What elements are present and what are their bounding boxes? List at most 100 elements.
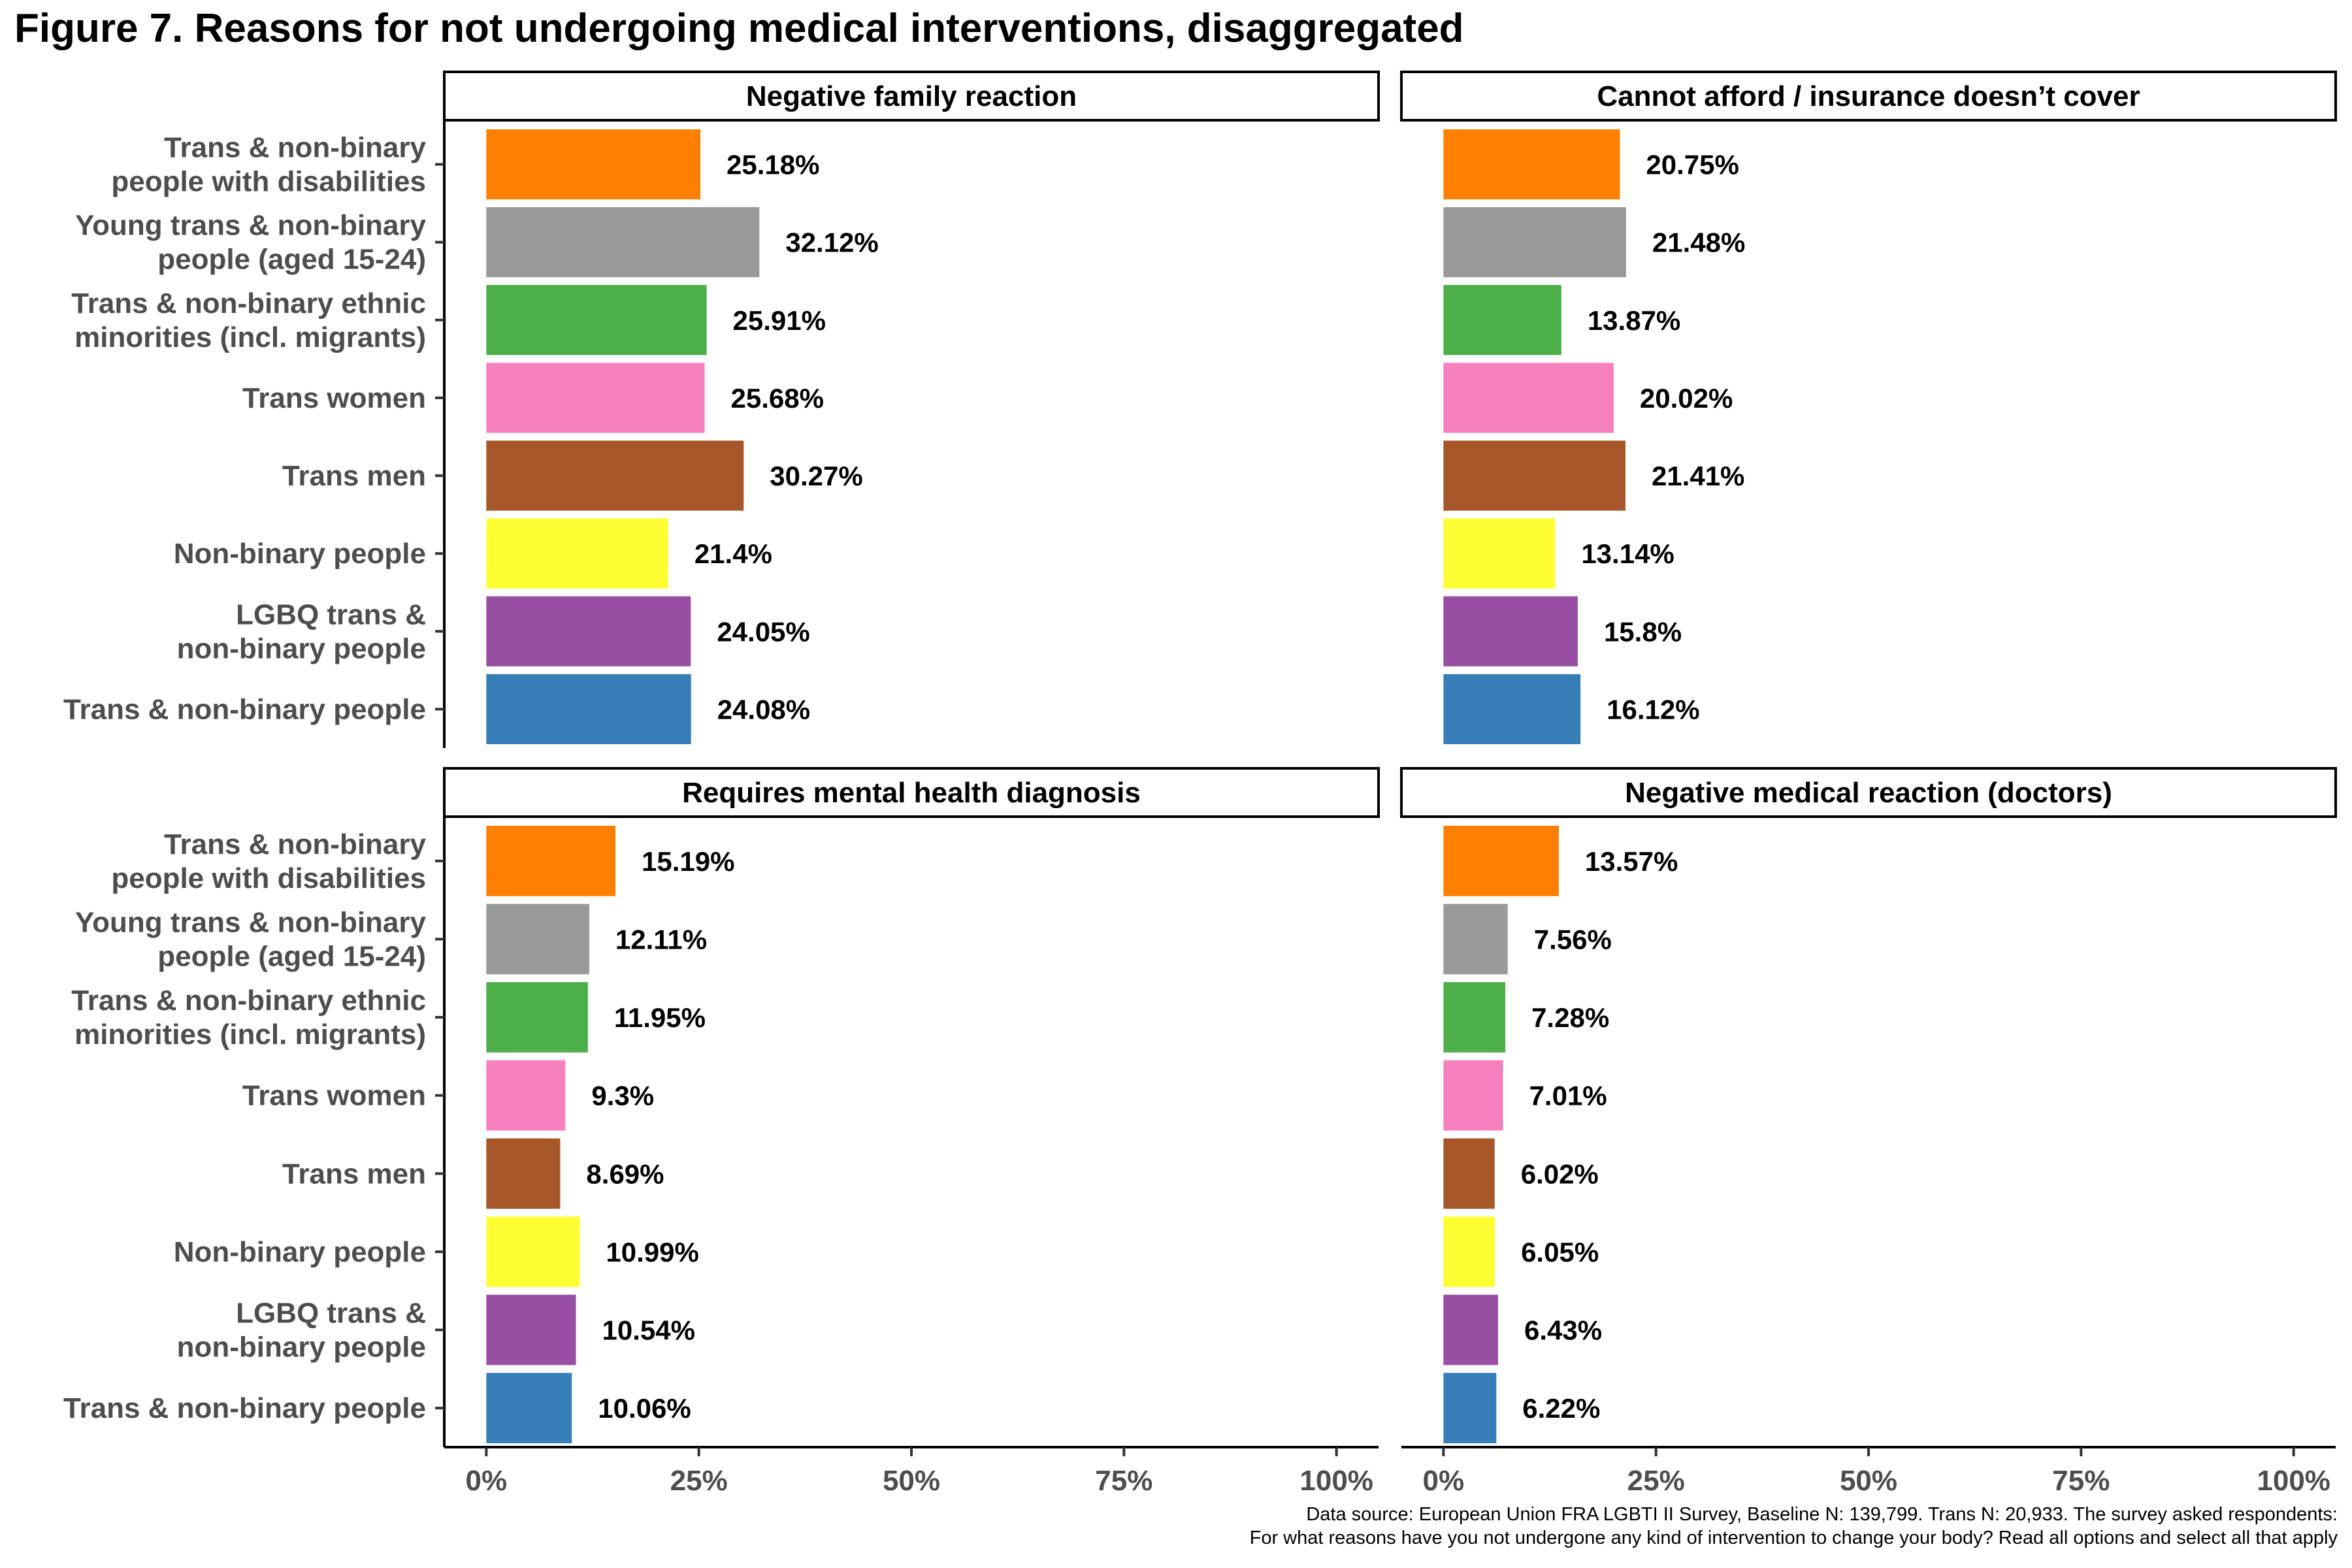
panel-3-bar-3	[486, 982, 588, 1053]
panel-3-bar-2	[486, 904, 589, 975]
panel-3-category-label-8: Trans & non-binary people	[63, 1392, 426, 1424]
panel-4-x-tick-label-1: 0%	[1423, 1465, 1465, 1497]
panel-2-bar-3	[1443, 285, 1561, 355]
panel-1-data-label-2: 32.12%	[785, 227, 878, 258]
panel-3-strip	[443, 767, 1380, 818]
panel-4-bar-8	[1443, 1373, 1497, 1444]
panel-1-bar-7	[486, 596, 691, 666]
panel-1-category-label-2: Young trans & non-binary people (aged 15-…	[75, 210, 426, 276]
panel-3-title: Requires mental health diagnosis	[682, 777, 1141, 809]
panel-3-category-label-7: LGBQ trans & non-binary people	[177, 1298, 426, 1364]
panel-3-bar-4	[486, 1060, 566, 1131]
panel-3-x-tick-label-5: 100%	[1299, 1465, 1373, 1497]
panel-1-strip	[443, 71, 1380, 122]
panel-4-data-label-5: 6.02%	[1521, 1158, 1599, 1189]
panel-3-category-label-1: Trans & non-binary people with disabiliti…	[111, 828, 426, 894]
panel-3-bar-1	[486, 825, 616, 896]
panel-4-x-tick-label-2: 25%	[1627, 1465, 1685, 1497]
panel-4-x-tick-label-5: 100%	[2257, 1465, 2330, 1497]
panel-3-data-label-3: 11.95%	[614, 1002, 706, 1033]
panel-3-category-label-2: Young trans & non-binary people (aged 15-…	[75, 906, 426, 972]
panel-1-data-label-1: 25.18%	[727, 150, 819, 180]
panel-2-title: Cannot afford / insurance doesn’t cover	[1597, 80, 2140, 112]
panel-3-bar-7	[486, 1294, 576, 1365]
panel-1-data-label-4: 25.68%	[731, 383, 824, 414]
panel-2-data-label-5: 21.41%	[1652, 461, 1744, 491]
panel-3-category-label-6: Non-binary people	[174, 1236, 426, 1268]
panel-2-bar-1	[1443, 129, 1620, 200]
panel-2-data-label-2: 21.48%	[1652, 227, 1745, 258]
panel-1-category-label-8: Trans & non-binary people	[63, 693, 426, 725]
panel-3-x-tick-label-2: 25%	[670, 1465, 728, 1497]
panel-1-category-label-3: Trans & non-binary ethnic minorities (inc…	[71, 287, 426, 353]
panel-2-bar-2	[1443, 207, 1626, 278]
panel-3-x-tick-label-4: 75%	[1095, 1465, 1152, 1497]
panel-3-bar-6	[486, 1217, 580, 1287]
panel-3-category-label-4: Trans women	[242, 1080, 426, 1112]
panel-1-category-label-7: LGBQ trans & non-binary people	[177, 598, 426, 664]
panel-3-bar-8	[486, 1373, 572, 1444]
panel-2-strip	[1400, 71, 2337, 122]
panel-3-data-label-1: 15.19%	[642, 846, 734, 877]
panel-3-data-label-6: 10.99%	[606, 1237, 698, 1267]
panel-1-bar-1	[486, 129, 701, 200]
panel-1-title: Negative family reaction	[746, 80, 1077, 112]
panel-4-bar-6	[1443, 1217, 1495, 1287]
panel-1-category-label-4: Trans women	[242, 382, 426, 414]
panel-2-bar-6	[1443, 518, 1556, 589]
panel-3-data-label-5: 8.69%	[586, 1158, 664, 1189]
panel-2-bar-4	[1443, 363, 1614, 433]
panel-1-category-label-6: Non-binary people	[174, 538, 426, 570]
panel-4-data-label-1: 13.57%	[1585, 846, 1678, 877]
panel-1-bar-3	[486, 285, 707, 355]
panel-4-data-label-2: 7.56%	[1534, 924, 1612, 955]
panel-2-bar-7	[1443, 596, 1578, 666]
panel-1-bar-2	[486, 207, 760, 278]
panel-4-bar-5	[1443, 1138, 1495, 1209]
panel-3-x-tick-label-3: 50%	[883, 1465, 940, 1497]
panel-2-bar-8	[1443, 674, 1581, 745]
panel-1-bar-5	[486, 440, 744, 511]
faceted-bar-chart: Negative family reaction 25.18% 32.12% 25.9…	[63, 71, 2337, 1497]
panel-4-data-label-7: 6.43%	[1524, 1315, 1602, 1346]
panel-3-data-label-2: 12.11%	[615, 924, 707, 955]
panel-4-x-tick-label-3: 50%	[1840, 1465, 1897, 1497]
panel-2-data-label-8: 16.12%	[1607, 694, 1699, 725]
panel-4-bar-3	[1443, 982, 1506, 1053]
panel-3-data-label-8: 10.06%	[598, 1393, 691, 1424]
chart-title: Figure 7. Reasons for not undergoing med…	[14, 6, 1464, 51]
source-line-2: For what reasons have you not undergone …	[1249, 1527, 2338, 1548]
panel-3-category-label-5: Trans men	[282, 1158, 426, 1190]
panel-1-data-label-8: 24.08%	[717, 694, 810, 725]
source-note: Data source: European Union FRA LGBTI II…	[1250, 1503, 2338, 1550]
panel-2-data-label-7: 15.8%	[1604, 616, 1682, 647]
panel-3-data-label-4: 9.3%	[591, 1081, 654, 1111]
panel-1-category-label-1: Trans & non-binary people with disabiliti…	[111, 132, 426, 198]
panel-4-strip	[1400, 767, 2337, 818]
panel-3-category-label-3: Trans & non-binary ethnic minorities (inc…	[71, 985, 426, 1051]
panel-4-bar-7	[1443, 1294, 1499, 1365]
panel-1-data-label-5: 30.27%	[770, 461, 862, 491]
panel-1-data-label-6: 21.4%	[694, 538, 772, 569]
panel-1-data-label-7: 24.05%	[717, 616, 809, 647]
panel-2-data-label-1: 20.75%	[1646, 150, 1739, 180]
panel-4-x-tick-label-4: 75%	[2052, 1465, 2110, 1497]
panel-3-data-label-7: 10.54%	[602, 1315, 695, 1346]
panel-1-data-label-3: 25.91%	[733, 305, 826, 336]
panel-4-bar-4	[1443, 1060, 1503, 1131]
panel-1-bar-4	[486, 363, 705, 433]
panel-1-category-label-5: Trans men	[282, 460, 426, 492]
panel-2-bar-5	[1443, 440, 1625, 511]
panel-2-data-label-6: 13.14%	[1581, 538, 1674, 569]
panel-4-data-label-4: 7.01%	[1529, 1081, 1607, 1111]
panel-4-data-label-3: 7.28%	[1531, 1002, 1609, 1033]
panel-1-bar-6	[486, 518, 668, 589]
panel-4-bar-2	[1443, 904, 1508, 975]
panel-3-bar-5	[486, 1138, 561, 1209]
panel-2-data-label-3: 13.87%	[1588, 305, 1680, 336]
panel-4-title: Negative medical reaction (doctors)	[1625, 777, 2112, 809]
panel-4-bar-1	[1443, 825, 1559, 896]
panel-3-x-tick-label-1: 0%	[466, 1465, 508, 1497]
source-line-1: Data source: European Union FRA LGBTI II…	[1306, 1504, 2338, 1525]
panel-4-data-label-6: 6.05%	[1521, 1237, 1599, 1267]
